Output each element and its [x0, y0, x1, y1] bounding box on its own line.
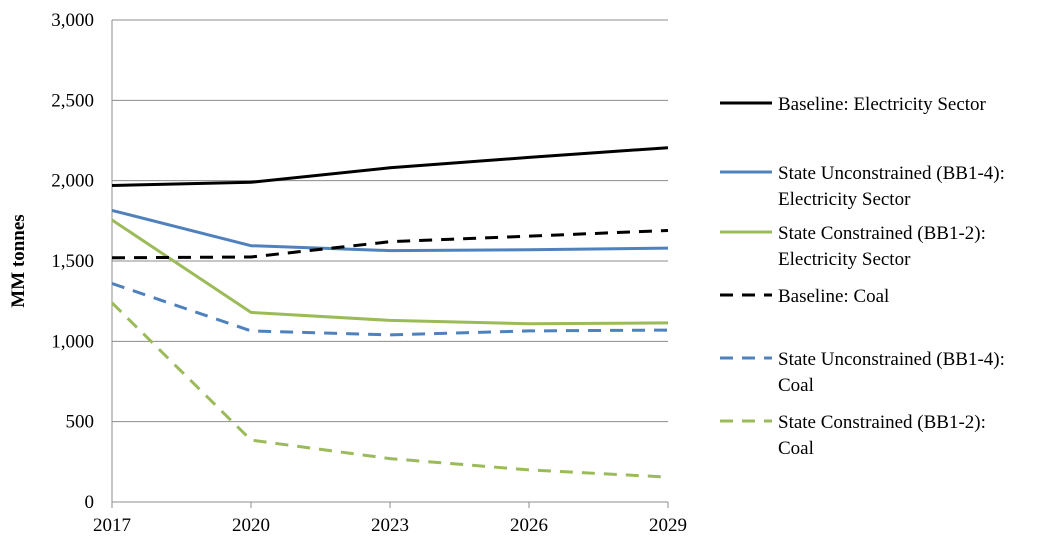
- legend-label-3: Baseline: Coal: [778, 286, 889, 307]
- legend: Baseline: Electricity Sector State Uncons…: [720, 94, 1005, 459]
- x-tick-label-1: 2020: [232, 515, 270, 536]
- legend-label-5-line-2: Coal: [778, 438, 814, 459]
- series-line-1: [111, 208, 669, 253]
- legend-label-2-line-2: Electricity Sector: [778, 249, 911, 270]
- y-tick-label-2: 1,000: [51, 331, 94, 352]
- legend-label-1-line-2: Electricity Sector: [778, 189, 911, 210]
- series-line-2: [111, 218, 669, 326]
- y-tick-label-4: 2,000: [51, 171, 94, 192]
- x-tick-label-4: 2029: [649, 515, 687, 536]
- series-line-4: [111, 282, 669, 337]
- x-tick-label-0: 2017: [93, 515, 131, 536]
- y-axis-title: MM tonnes: [8, 214, 29, 307]
- legend-label-0: Baseline: Electricity Sector: [778, 94, 987, 115]
- x-tick-label-3: 2026: [510, 515, 548, 536]
- x-axis-tick-labels: 2017 2020 2023 2026 2029: [93, 515, 687, 536]
- series-line-3: [111, 229, 669, 260]
- x-tick-label-2: 2023: [371, 515, 409, 536]
- y-tick-label-6: 3,000: [51, 10, 94, 31]
- axes: [111, 20, 669, 508]
- legend-label-4-line-2: Coal: [778, 375, 814, 396]
- y-tick-label-0: 0: [85, 492, 95, 513]
- legend-label-5: State Constrained (BB1-2):: [778, 412, 986, 433]
- y-axis-tick-labels: 0 500 1,000 1,500 2,000 2,500 3,000: [51, 10, 94, 513]
- gridlines: [112, 19, 668, 423]
- series-line-0: [111, 146, 669, 187]
- y-tick-label-1: 500: [66, 412, 95, 433]
- series-lines: [110, 146, 669, 479]
- y-axis-title-group: MM tonnes: [8, 214, 29, 307]
- legend-label-2: State Constrained (BB1-2):: [778, 223, 986, 244]
- legend-label-4: State Unconstrained (BB1-4):: [778, 349, 1005, 370]
- legend-label-1: State Unconstrained (BB1-4):: [778, 163, 1005, 184]
- series-line-5: [110, 301, 669, 479]
- y-tick-label-3: 1,500: [51, 251, 94, 272]
- y-tick-label-5: 2,500: [51, 90, 94, 111]
